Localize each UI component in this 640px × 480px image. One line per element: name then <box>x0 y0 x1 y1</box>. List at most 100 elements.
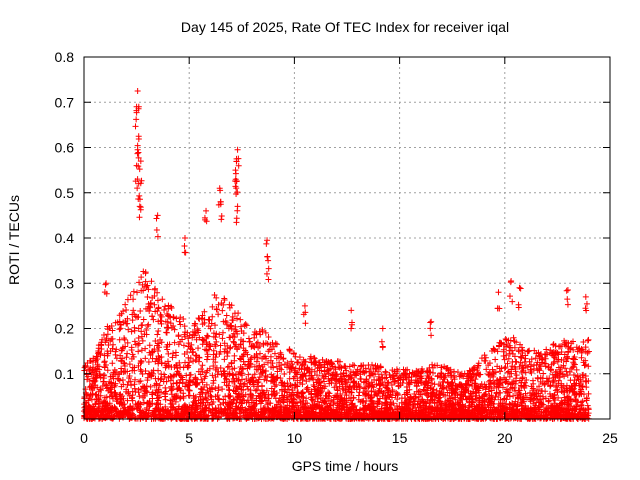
data-point <box>506 350 513 357</box>
data-point <box>192 320 199 327</box>
data-point <box>110 341 117 348</box>
data-point <box>204 351 211 358</box>
data-point <box>469 367 476 374</box>
data-point <box>284 364 291 371</box>
data-point <box>324 403 331 410</box>
data-point <box>113 408 120 415</box>
data-point <box>298 374 305 381</box>
data-point <box>147 300 154 307</box>
data-point <box>159 296 166 303</box>
data-point <box>267 400 274 407</box>
data-point <box>495 409 502 416</box>
data-point <box>154 289 161 296</box>
data-point <box>158 375 165 382</box>
data-point <box>438 371 445 378</box>
data-point <box>531 413 538 420</box>
data-point <box>88 384 95 391</box>
data-point <box>256 374 263 381</box>
data-point <box>511 353 518 360</box>
data-point <box>132 123 139 130</box>
data-point <box>81 394 88 401</box>
data-point <box>337 390 344 397</box>
data-point <box>340 370 347 377</box>
data-point <box>86 366 93 373</box>
data-point <box>315 387 322 394</box>
data-point <box>550 392 557 399</box>
data-point <box>314 372 321 379</box>
data-point <box>332 366 339 373</box>
data-point <box>504 405 511 412</box>
data-point <box>238 323 245 330</box>
data-point <box>131 327 138 334</box>
data-point <box>175 332 182 339</box>
data-point <box>445 383 452 390</box>
data-point <box>468 398 475 405</box>
data-point <box>166 313 173 320</box>
data-point <box>139 408 146 415</box>
data-point <box>347 410 354 417</box>
data-point <box>132 388 139 395</box>
data-point <box>288 402 295 409</box>
data-point <box>409 401 416 408</box>
data-point <box>272 408 279 415</box>
data-point <box>292 400 299 407</box>
data-point <box>233 384 240 391</box>
data-point <box>117 391 124 398</box>
data-point <box>272 395 279 402</box>
data-point <box>233 341 240 348</box>
data-point <box>281 392 288 399</box>
data-point <box>563 382 570 389</box>
data-point <box>545 363 552 370</box>
data-point <box>140 412 147 419</box>
data-point <box>231 365 238 372</box>
data-point <box>312 358 319 365</box>
data-point <box>518 354 525 361</box>
data-point <box>506 410 513 417</box>
data-point <box>135 135 142 142</box>
data-point <box>315 376 322 383</box>
data-point <box>561 351 568 358</box>
data-point <box>204 399 211 406</box>
data-point <box>251 344 258 351</box>
data-point <box>247 413 254 420</box>
data-point <box>352 402 359 409</box>
data-point <box>209 313 216 320</box>
data-point <box>320 378 327 385</box>
data-point <box>149 313 156 320</box>
data-point <box>547 393 554 400</box>
data-point <box>339 381 346 388</box>
data-point <box>316 380 323 387</box>
data-point <box>266 407 273 414</box>
data-point <box>220 301 227 308</box>
data-point <box>159 407 166 414</box>
data-point <box>526 347 533 354</box>
data-point <box>432 392 439 399</box>
data-point <box>365 392 372 399</box>
data-point <box>193 352 200 359</box>
data-point <box>389 394 396 401</box>
data-point <box>138 322 145 329</box>
data-point <box>176 395 183 402</box>
data-point <box>202 395 209 402</box>
data-point <box>163 378 170 385</box>
data-point <box>537 363 544 370</box>
data-point <box>485 362 492 369</box>
data-point <box>179 376 186 383</box>
data-point <box>508 408 515 415</box>
data-point <box>213 305 220 312</box>
data-point <box>357 384 364 391</box>
data-point <box>508 370 515 377</box>
data-point <box>103 335 110 342</box>
data-point <box>309 408 316 415</box>
data-point <box>358 363 365 370</box>
data-point <box>301 403 308 410</box>
data-point <box>245 335 252 342</box>
data-point <box>308 359 315 366</box>
data-point <box>552 373 559 380</box>
data-point <box>263 270 270 277</box>
data-point <box>512 398 519 405</box>
data-point <box>103 280 110 287</box>
data-point <box>535 390 542 397</box>
data-point <box>506 393 513 400</box>
data-point <box>486 399 493 406</box>
